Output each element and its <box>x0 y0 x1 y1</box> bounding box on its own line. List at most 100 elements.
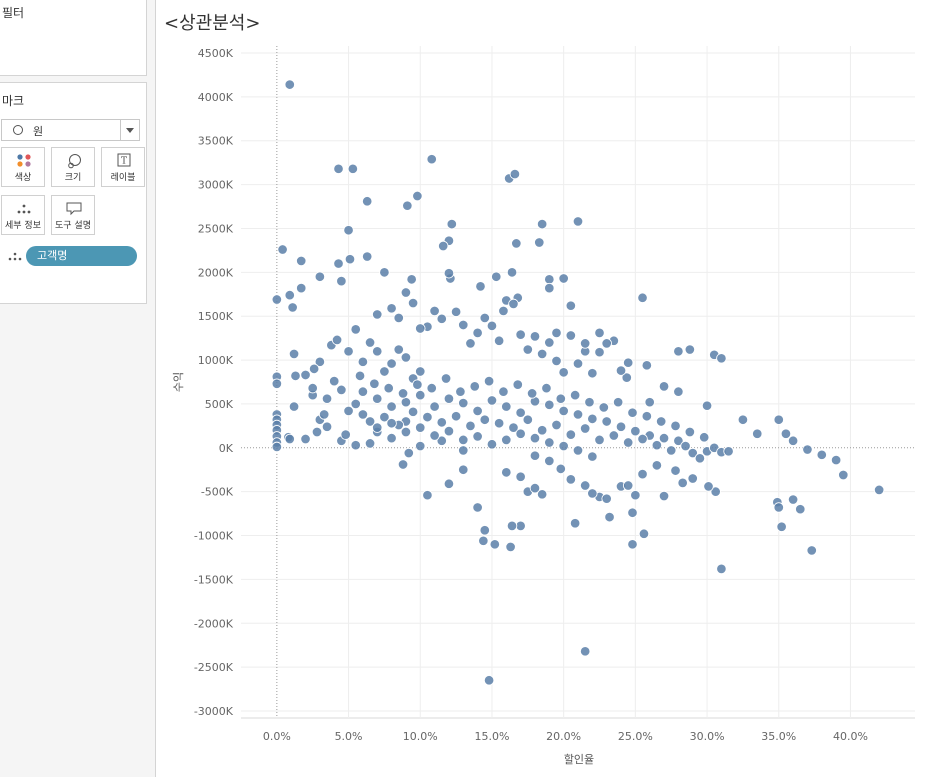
data-point[interactable] <box>361 196 373 207</box>
data-point[interactable] <box>318 409 330 420</box>
data-point[interactable] <box>415 389 426 401</box>
data-point[interactable] <box>458 319 469 331</box>
data-point[interactable] <box>551 419 562 431</box>
data-point[interactable] <box>558 440 569 452</box>
data-point[interactable] <box>350 398 361 410</box>
data-point[interactable] <box>397 459 409 470</box>
data-point[interactable] <box>637 468 648 480</box>
data-point[interactable] <box>529 331 541 342</box>
data-point[interactable] <box>644 396 655 408</box>
data-point[interactable] <box>544 399 555 411</box>
data-point[interactable] <box>544 282 555 294</box>
data-point[interactable] <box>776 521 787 533</box>
data-point[interactable] <box>873 484 885 496</box>
data-point[interactable] <box>407 297 419 309</box>
data-point[interactable] <box>558 405 569 417</box>
customer-name-pill[interactable]: 고객명 <box>26 246 137 266</box>
data-point[interactable] <box>422 411 433 423</box>
data-point[interactable] <box>541 382 552 394</box>
data-point[interactable] <box>701 400 713 411</box>
data-point[interactable] <box>622 480 634 491</box>
data-point[interactable] <box>651 439 663 451</box>
data-point[interactable] <box>436 313 448 325</box>
data-point[interactable] <box>506 267 518 278</box>
data-point[interactable] <box>340 429 351 440</box>
data-point[interactable] <box>830 454 842 466</box>
data-point[interactable] <box>343 224 354 236</box>
data-point[interactable] <box>458 397 469 409</box>
data-point[interactable] <box>515 407 526 418</box>
data-point[interactable] <box>587 413 598 425</box>
data-point[interactable] <box>579 423 591 434</box>
data-point[interactable] <box>450 306 462 318</box>
color-button[interactable]: 색상 <box>1 147 45 187</box>
data-point[interactable] <box>458 434 469 446</box>
data-point[interactable] <box>455 386 466 397</box>
data-point[interactable] <box>716 353 727 364</box>
data-point[interactable] <box>493 417 505 429</box>
data-point[interactable] <box>321 393 333 404</box>
data-point[interactable] <box>350 439 361 451</box>
data-point[interactable] <box>544 274 555 285</box>
data-point[interactable] <box>638 528 650 540</box>
data-point[interactable] <box>544 337 555 348</box>
data-point[interactable] <box>412 379 423 390</box>
data-point[interactable] <box>587 367 598 379</box>
data-point[interactable] <box>838 469 849 481</box>
data-point[interactable] <box>465 338 476 349</box>
data-point[interactable] <box>515 329 526 340</box>
data-point[interactable] <box>465 420 476 432</box>
data-point[interactable] <box>295 282 307 294</box>
data-point[interactable] <box>288 348 300 360</box>
data-point[interactable] <box>361 251 373 262</box>
data-point[interactable] <box>386 417 397 429</box>
data-point[interactable] <box>630 489 641 501</box>
data-point[interactable] <box>637 433 648 445</box>
data-point[interactable] <box>558 367 569 378</box>
data-point[interactable] <box>379 366 390 377</box>
data-point[interactable] <box>450 410 462 422</box>
data-point[interactable] <box>333 258 344 269</box>
data-point[interactable] <box>469 381 480 392</box>
data-point[interactable] <box>694 453 706 464</box>
data-point[interactable] <box>498 305 509 317</box>
data-point[interactable] <box>612 396 624 408</box>
data-point[interactable] <box>415 422 426 433</box>
chevron-down-icon[interactable] <box>120 120 139 140</box>
data-point[interactable] <box>333 163 344 175</box>
data-point[interactable] <box>555 463 567 475</box>
data-point[interactable] <box>572 445 584 456</box>
data-point[interactable] <box>680 440 691 452</box>
data-point[interactable] <box>658 381 670 392</box>
data-point[interactable] <box>400 352 412 363</box>
data-point[interactable] <box>558 273 569 284</box>
data-point[interactable] <box>344 253 356 265</box>
data-point[interactable] <box>379 267 390 278</box>
size-button[interactable]: 크기 <box>51 147 95 187</box>
data-point[interactable] <box>673 346 684 357</box>
data-point[interactable] <box>426 382 437 394</box>
data-point[interactable] <box>371 393 383 404</box>
data-point[interactable] <box>415 323 426 334</box>
data-point[interactable] <box>687 447 698 459</box>
data-point[interactable] <box>522 344 534 355</box>
data-point[interactable] <box>498 386 509 397</box>
data-point[interactable] <box>288 401 300 412</box>
data-point[interactable] <box>429 305 440 317</box>
data-point[interactable] <box>601 338 612 349</box>
data-point[interactable] <box>486 439 498 450</box>
data-point[interactable] <box>737 414 749 425</box>
data-point[interactable] <box>529 482 541 494</box>
tooltip-button[interactable]: 도구 설명 <box>51 195 95 235</box>
data-point[interactable] <box>536 348 548 360</box>
data-point[interactable] <box>658 490 670 502</box>
data-point[interactable] <box>350 324 361 335</box>
data-point[interactable] <box>493 335 505 347</box>
data-point[interactable] <box>703 481 714 492</box>
data-point[interactable] <box>512 379 524 390</box>
data-point[interactable] <box>536 489 548 500</box>
data-point[interactable] <box>508 298 519 310</box>
data-point[interactable] <box>687 473 698 484</box>
data-point[interactable] <box>684 344 696 355</box>
data-point[interactable] <box>522 414 534 425</box>
